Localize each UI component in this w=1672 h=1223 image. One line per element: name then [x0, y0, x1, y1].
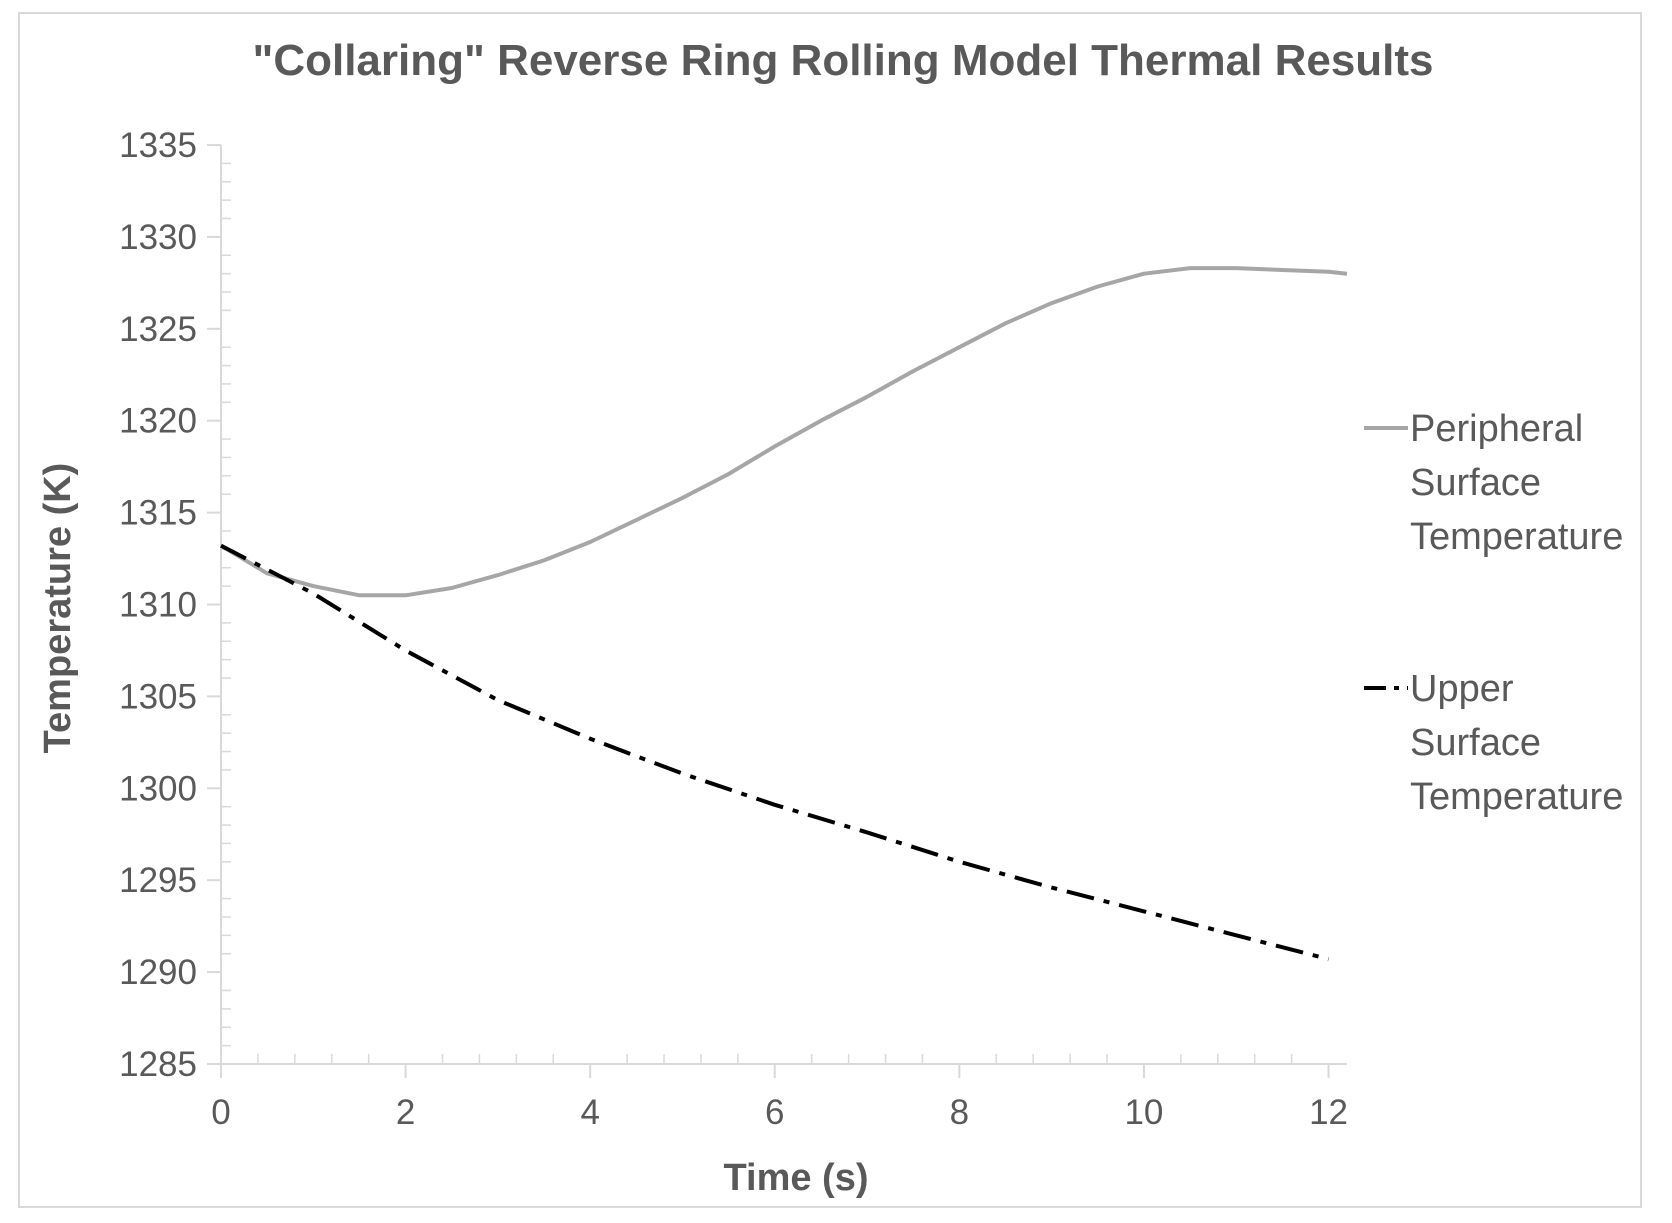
legend: Peripheral Surface Temperature Upper Surface…: [1364, 408, 1623, 818]
x-tick-label: 6: [765, 1093, 784, 1132]
legend-entry: Peripheral Surface Temperature: [1364, 408, 1623, 558]
legend-label: Surface: [1410, 722, 1541, 764]
x-axis-title: Time (s): [723, 1157, 868, 1199]
x-tick-label: 0: [211, 1093, 230, 1132]
legend-label: Temperature: [1410, 776, 1623, 818]
axes: 1285 1290 1295 1300 1305 1310 1315 1320 1325 1330…: [119, 126, 1348, 1132]
x-tick-label: 2: [396, 1093, 415, 1132]
y-tick-label: 1300: [119, 769, 197, 808]
x-tick-label: 4: [580, 1093, 599, 1132]
legend-label: Temperature: [1410, 516, 1623, 558]
legend-label: Peripheral: [1410, 408, 1583, 450]
y-tick-label: 1305: [119, 677, 197, 716]
chart-title: "Collaring" Reverse Ring Rolling Model T…: [252, 36, 1433, 85]
chart-frame: [18, 12, 1642, 1208]
y-tick-label: 1335: [119, 126, 197, 165]
series-line-upper: [220, 543, 1330, 962]
y-tick-label: 1295: [119, 861, 197, 900]
y-tick-label: 1310: [119, 586, 197, 625]
x-tick-label: 10: [1124, 1093, 1163, 1132]
y-tick-label: 1290: [119, 953, 197, 992]
legend-entry: Upper Surface Temperature: [1364, 668, 1623, 818]
plot-area: [219, 266, 1348, 962]
y-tick-label: 1285: [119, 1045, 197, 1084]
y-tick-label: 1315: [119, 494, 197, 533]
y-tick-label: 1320: [119, 402, 197, 441]
x-tick-label: 12: [1309, 1093, 1348, 1132]
legend-label: Surface: [1410, 462, 1541, 504]
y-tick-label: 1325: [119, 310, 197, 349]
series-line-peripheral: [219, 266, 1348, 598]
x-tick-label: 8: [950, 1093, 969, 1132]
y-tick-label: 1330: [119, 218, 197, 257]
y-axis-title: Temperature (K): [37, 463, 79, 754]
legend-label: Upper: [1410, 668, 1514, 710]
